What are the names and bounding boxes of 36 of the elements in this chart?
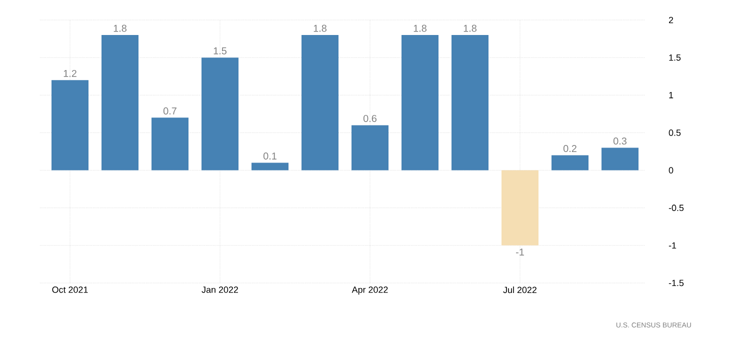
bar [452, 35, 489, 170]
bar [602, 148, 639, 170]
data-label: 1.8 [414, 24, 426, 32]
x-tick-label: Oct 2021 [52, 286, 88, 293]
data-label: 0.2 [563, 145, 576, 152]
bar [52, 80, 88, 170]
data-label: 1.8 [314, 24, 326, 32]
data-label: 1.5 [214, 47, 227, 54]
bar [502, 170, 539, 246]
data-label: 0.3 [613, 137, 626, 145]
bar [202, 58, 239, 170]
bar [552, 155, 589, 170]
y-tick-label: -1 [668, 242, 676, 249]
x-tick-label: Apr 2022 [352, 286, 388, 295]
y-tick-label: 1 [669, 92, 674, 98]
y-tick-label: 0.5 [668, 130, 681, 136]
data-label: 0.1 [263, 152, 276, 160]
bar [302, 35, 339, 170]
bar [352, 125, 389, 170]
x-tick-label: Jul 2022 [503, 286, 536, 294]
data-label: 1.2 [64, 70, 76, 77]
data-label: -1 [516, 248, 524, 256]
data-label: 1.8 [464, 24, 476, 32]
bar [402, 35, 439, 170]
y-tick-label: -0.5 [668, 204, 684, 212]
data-label: 1.8 [114, 24, 126, 32]
y-tick-label: 0 [668, 167, 674, 174]
y-tick-label: -1.5 [668, 280, 684, 286]
bar [152, 118, 188, 170]
data-label: 0.6 [363, 114, 376, 122]
y-tick-label: 2 [668, 16, 674, 24]
x-tick-label: Jan 2022 [202, 286, 238, 293]
bar [102, 35, 138, 170]
bar [252, 162, 289, 170]
data-label: 0.7 [163, 107, 176, 114]
y-tick-label: 1.5 [669, 54, 681, 61]
